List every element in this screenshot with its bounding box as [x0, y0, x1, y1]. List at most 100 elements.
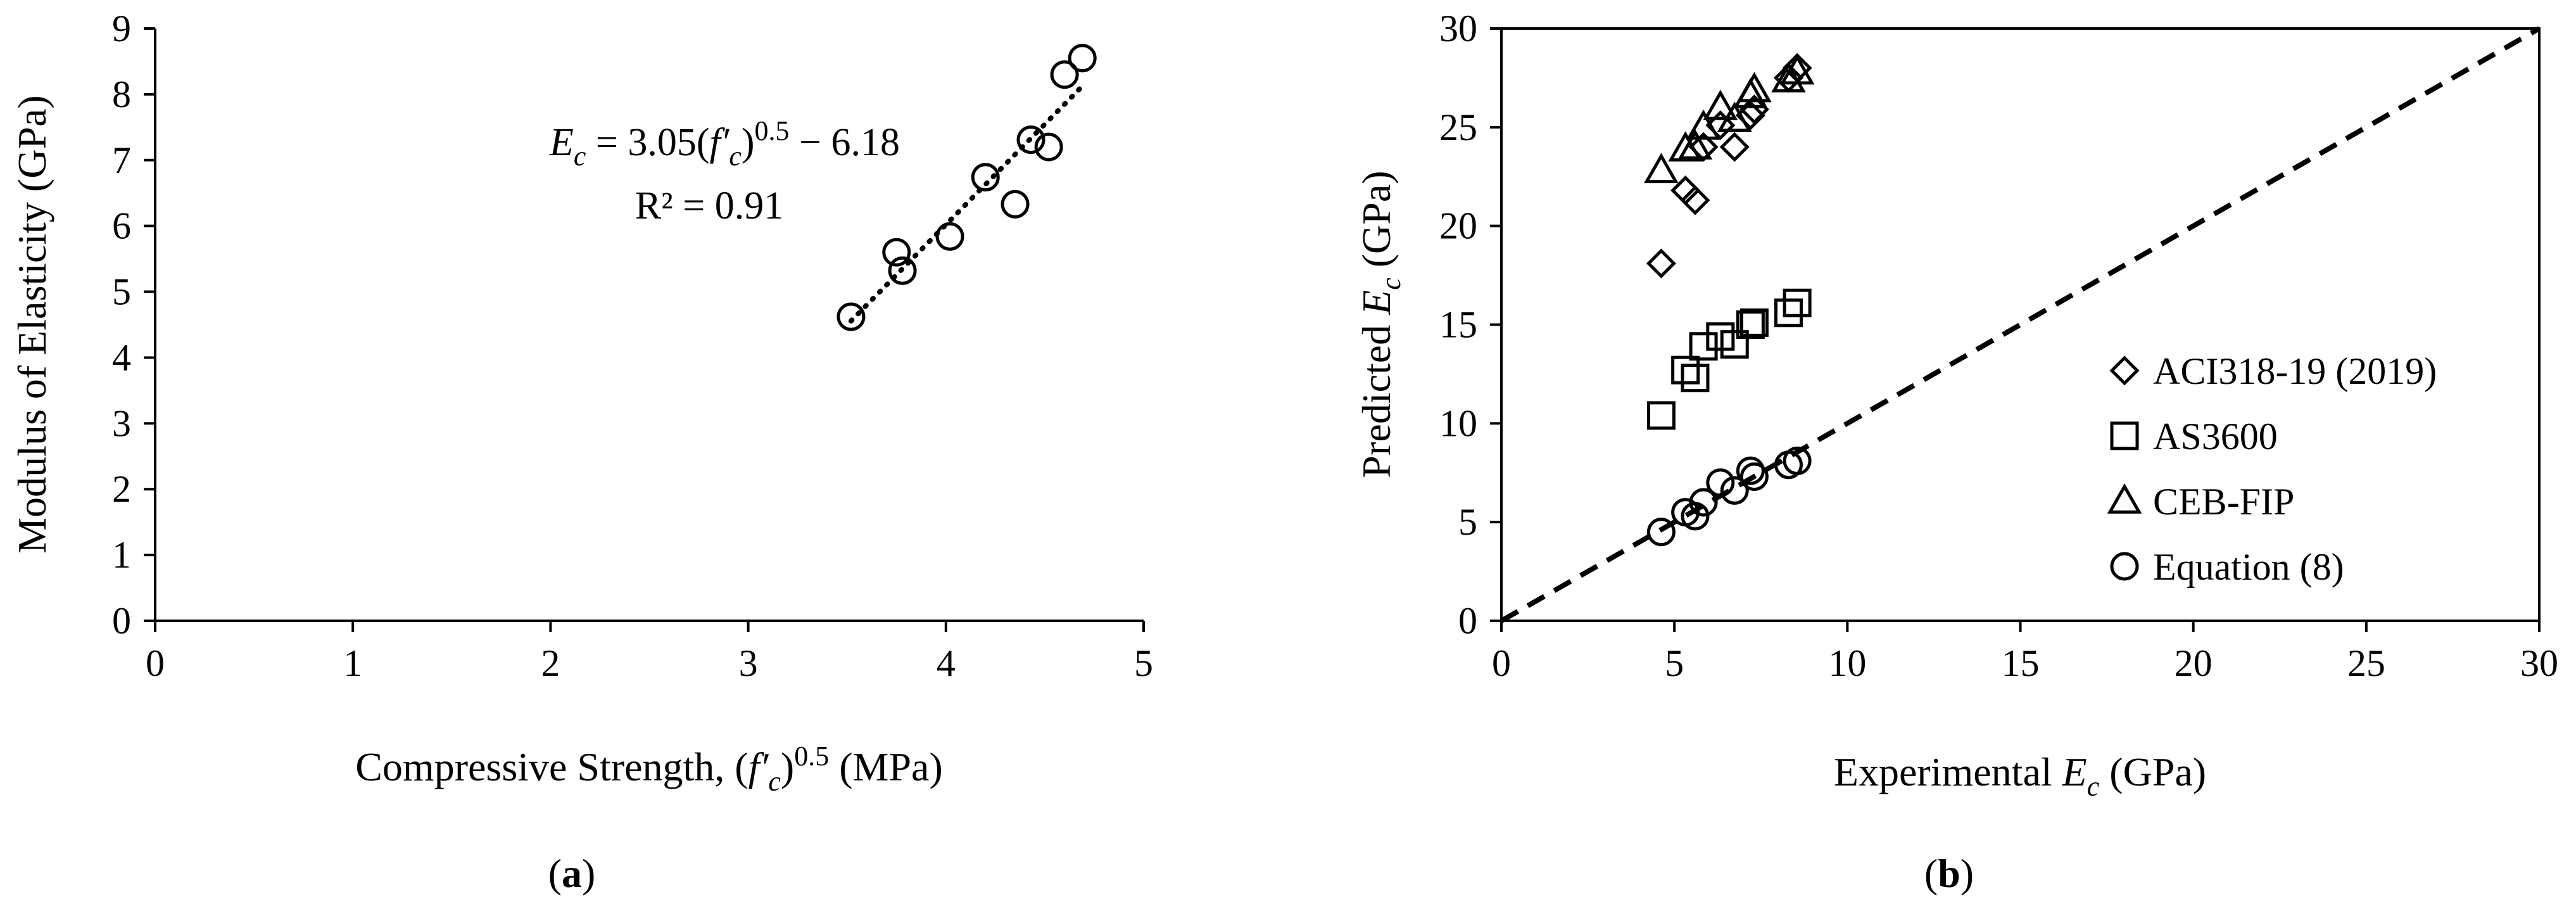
panel-b-point-diamond [1680, 185, 1710, 215]
panel-b-y-axis-label: Predicted Ec (GPa) [1354, 170, 1406, 478]
legend-entry: CEB-FIP [2107, 481, 2294, 523]
panel-a-data-point [1068, 44, 1097, 73]
panel-a-trend-equation: Ec = 3.05(f′c)0.5 − 6.18 [549, 115, 900, 172]
panel-b-point-circle [1681, 502, 1710, 531]
panel-b-point-diamond [1688, 132, 1719, 162]
panel-b-data-points [1644, 53, 1815, 547]
panel-b-point-square [1739, 308, 1769, 337]
panel-b-ticks: 0 5 10 15 20 25 30 0 5 10 15 20 25 30 [1439, 8, 2558, 684]
panel-a-label: (a) [548, 851, 596, 896]
panel-a-x-tick-label: 4 [937, 642, 956, 684]
panel-a-data-point [1050, 60, 1079, 89]
panel-b-point-square [1720, 330, 1749, 359]
panel-b-point-triangle [1644, 153, 1679, 184]
panel-b-y-tick-label: 15 [1439, 304, 1477, 346]
panel-b-point-square [1681, 364, 1710, 393]
panel-b-point-triangle [1717, 101, 1752, 132]
panel-b-point-triangle [1686, 109, 1721, 140]
panel-a-data-point [935, 222, 964, 251]
panel-b-x-tick-label: 30 [2520, 642, 2558, 684]
panel-a-data-points [837, 44, 1097, 331]
panel-a-y-tick-label: 3 [112, 402, 131, 444]
panel-a-y-axis-label: Modulus of Elasticity (GPa) [9, 95, 54, 553]
legend-entry: Equation (8) [2110, 546, 2344, 588]
panel-a-r-squared: R² = 0.91 [635, 184, 783, 227]
panel-a-x-tick-label: 0 [146, 642, 165, 684]
panel-b-y-tick-label: 0 [1458, 600, 1477, 642]
panel-b: 0 5 10 15 20 25 30 0 5 10 15 20 25 30 Predicted Ec (G… [1354, 8, 2558, 896]
panel-b-x-tick-label: 25 [2347, 642, 2385, 684]
legend-marker-triangle [2107, 483, 2142, 514]
panel-a-y-tick-label: 2 [112, 468, 131, 510]
panel-a-y-tick-label: 5 [112, 271, 131, 313]
legend-entry: AS3600 [2110, 416, 2278, 457]
panel-a-y-tick-label: 7 [112, 139, 131, 181]
panel-a-y-tick-label: 1 [112, 534, 131, 576]
panel-b-point-triangle [1677, 129, 1713, 160]
panel-b-point-circle [1783, 447, 1812, 476]
panel-b-point-square [1689, 332, 1718, 361]
panel-b-point-triangle [1668, 131, 1703, 162]
panel-b-label: (b) [1924, 851, 1974, 896]
panel-a-y-tick-label: 9 [112, 8, 131, 49]
legend-marker-diamond [2109, 355, 2140, 386]
panel-a-data-point [1016, 125, 1045, 155]
panel-b-point-diamond [1719, 132, 1750, 162]
panel-b-y-tick-label: 20 [1439, 205, 1477, 247]
panel-b-y-tick-label: 5 [1458, 501, 1477, 543]
panel-a-x-axis-label: Compressive Strength, (f′c)0.5 (MPa) [355, 741, 943, 797]
panel-b-point-square [1671, 355, 1700, 385]
legend-marker-circle [2110, 552, 2139, 581]
panel-b-x-tick-label: 20 [2175, 642, 2213, 684]
panel-b-point-square [1736, 310, 1765, 339]
panel-a-y-tick-label: 4 [112, 336, 131, 378]
panel-a-data-point [837, 302, 866, 331]
panel-b-reference-line-group [1500, 26, 2541, 623]
panel-a-x-tick-label: 2 [541, 642, 560, 684]
panel-a-trendline [848, 83, 1085, 324]
panel-b-y-tick-label: 10 [1439, 402, 1477, 444]
panel-a-y-tick-label: 0 [112, 600, 131, 642]
panel-b-point-triangle [1703, 89, 1738, 120]
panel-a-data-point [1034, 132, 1063, 162]
panel-b-x-tick-label: 10 [1828, 642, 1866, 684]
panel-a-x-tick-label: 5 [1134, 642, 1153, 684]
panel-a-x-tick-label: 3 [739, 642, 758, 684]
legend-marker-square [2110, 421, 2139, 450]
panel-a-y-tick-label: 6 [112, 205, 131, 247]
panel-a-ticks: 0 1 2 3 4 5 0 1 2 3 4 5 6 7 8 9 [112, 8, 1153, 684]
panel-a-data-point [888, 256, 917, 285]
panel-a-x-tick-label: 1 [343, 642, 362, 684]
legend-label: CEB-FIP [2153, 481, 2294, 523]
panel-a: 0 1 2 3 4 5 0 1 2 3 4 5 6 7 8 9 Modulus of Elasticity (… [9, 8, 1153, 896]
panel-b-point-triangle [1779, 54, 1815, 85]
panel-b-point-square [1783, 288, 1812, 317]
panel-b-point-circle [1689, 488, 1718, 517]
panel-b-point-circle [1739, 462, 1769, 491]
panel-b-point-diamond [1646, 248, 1676, 279]
panel-a-data-point [971, 163, 1000, 192]
legend-label: AS3600 [2153, 416, 2278, 457]
legend-label: Equation (8) [2153, 546, 2344, 588]
panel-b-reference-line [1500, 26, 2541, 623]
legend-label: ACI318-19 (2019) [2153, 350, 2437, 392]
panel-a-data-point [882, 238, 911, 267]
panel-b-x-tick-label: 0 [1492, 642, 1511, 684]
panel-b-point-square [1774, 298, 1803, 328]
panel-b-x-tick-label: 15 [2002, 642, 2040, 684]
panel-b-point-triangle [1737, 72, 1772, 103]
panel-a-trendline-group [848, 83, 1085, 324]
panel-b-point-circle [1736, 456, 1765, 485]
panel-b-y-tick-label: 25 [1439, 106, 1477, 148]
panel-b-legend: ACI318-19 (2019) AS3600 CEB-FIP Equation (8… [2107, 350, 2437, 588]
panel-b-point-circle [1720, 476, 1749, 505]
legend-entry: ACI318-19 (2019) [2109, 350, 2437, 392]
panel-b-y-tick-label: 30 [1439, 8, 1477, 49]
panel-a-y-tick-label: 8 [112, 73, 131, 115]
panel-b-x-tick-label: 5 [1665, 642, 1684, 684]
panel-b-point-circle [1646, 518, 1676, 547]
panel-a-data-point [1001, 189, 1030, 219]
panel-b-point-circle [1706, 468, 1735, 497]
panel-b-x-axis-label: Experimental Ec (GPa) [1834, 749, 2206, 802]
